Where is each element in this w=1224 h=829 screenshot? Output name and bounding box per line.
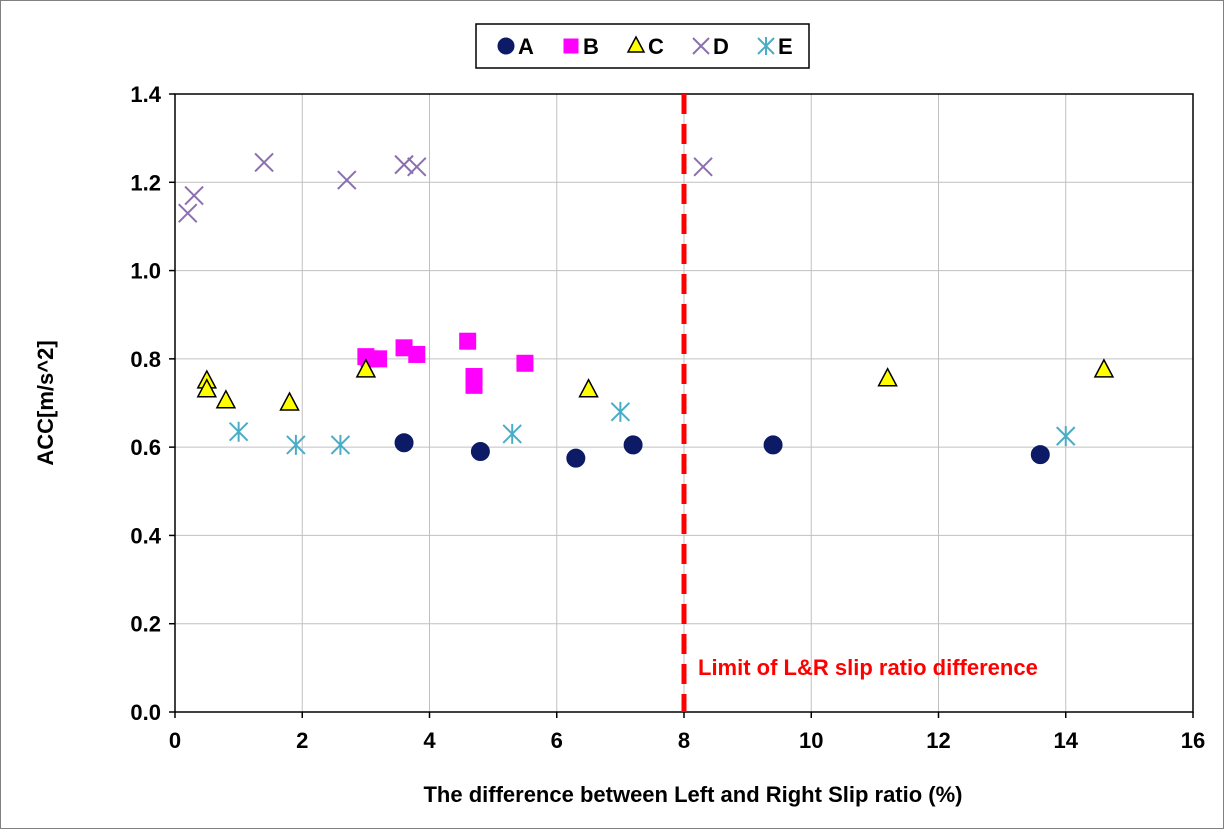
data-point-a	[623, 435, 643, 455]
data-point-c	[578, 378, 599, 398]
y-axis-title: ACC[m/s^2]	[33, 340, 58, 465]
data-point-c	[355, 358, 377, 378]
data-point-c	[215, 389, 237, 409]
data-point-b	[370, 350, 388, 368]
data-point-b	[516, 354, 534, 372]
data-point-c	[196, 378, 218, 398]
x-tick-label: 16	[1181, 728, 1205, 753]
x-tick-label: 10	[799, 728, 823, 753]
data-point-a	[763, 435, 783, 455]
x-tick-label: 14	[1054, 728, 1079, 753]
x-axis-title: The difference between Left and Right Sl…	[423, 782, 962, 807]
data-point-c	[877, 367, 898, 387]
x-tick-label: 8	[678, 728, 690, 753]
data-point-b	[408, 345, 426, 363]
reference-line-label: Limit of L&R slip ratio difference	[698, 655, 1038, 680]
x-tick-label: 0	[169, 728, 181, 753]
legend-label-e: E	[778, 34, 793, 59]
legend-marker-e	[757, 37, 775, 55]
legend-box	[475, 23, 810, 69]
data-point-e	[610, 401, 631, 422]
data-point-d	[184, 185, 204, 206]
y-tick-label: 1.4	[130, 82, 161, 107]
data-point-e	[330, 434, 351, 455]
data-point-d	[394, 154, 414, 175]
x-tick-label: 4	[423, 728, 436, 753]
data-point-a	[566, 448, 586, 468]
y-tick-label: 1.2	[130, 170, 161, 195]
legend-marker-a	[497, 37, 515, 55]
y-tick-label: 0.2	[130, 612, 161, 637]
data-point-d	[693, 157, 713, 177]
y-tick-label: 0.8	[130, 347, 161, 372]
data-points	[178, 152, 1115, 468]
data-point-c	[279, 391, 300, 411]
legend-marker-c	[626, 35, 646, 53]
y-tick-label: 1.0	[130, 259, 161, 284]
data-point-d	[337, 170, 357, 190]
legend-label-d: D	[713, 34, 729, 59]
legend-marker-d	[692, 37, 710, 55]
legend-label-c: C	[648, 34, 664, 59]
data-point-e	[228, 421, 249, 442]
data-point-e	[286, 434, 306, 455]
data-point-a	[394, 433, 414, 453]
data-point-e	[1056, 426, 1076, 447]
axis-ticks: 0 2 4 6 8 10 12 14 16 0.0 0.2 0.4 0.6 0.8 1.0 1.2 1.4	[130, 82, 1205, 753]
legend-marker-b	[563, 38, 579, 54]
x-tick-label: 2	[296, 728, 308, 753]
data-point-d	[254, 152, 274, 173]
data-point-d	[407, 157, 427, 177]
data-point-b	[465, 376, 483, 394]
legend: A B C D E	[475, 23, 810, 69]
data-point-d	[178, 203, 198, 223]
y-tick-label: 0.4	[130, 523, 161, 548]
x-tick-label: 6	[551, 728, 563, 753]
data-point-b	[459, 332, 477, 350]
y-tick-label: 0.6	[130, 435, 161, 460]
legend-label-a: A	[518, 34, 534, 59]
x-tick-label: 12	[926, 728, 950, 753]
data-point-c	[1093, 358, 1115, 378]
grid-lines	[175, 94, 1193, 712]
data-point-e	[502, 423, 522, 444]
data-point-a	[470, 442, 490, 462]
legend-label-b: B	[583, 34, 599, 59]
y-tick-label: 0.0	[130, 700, 161, 725]
data-point-a	[1030, 445, 1050, 465]
